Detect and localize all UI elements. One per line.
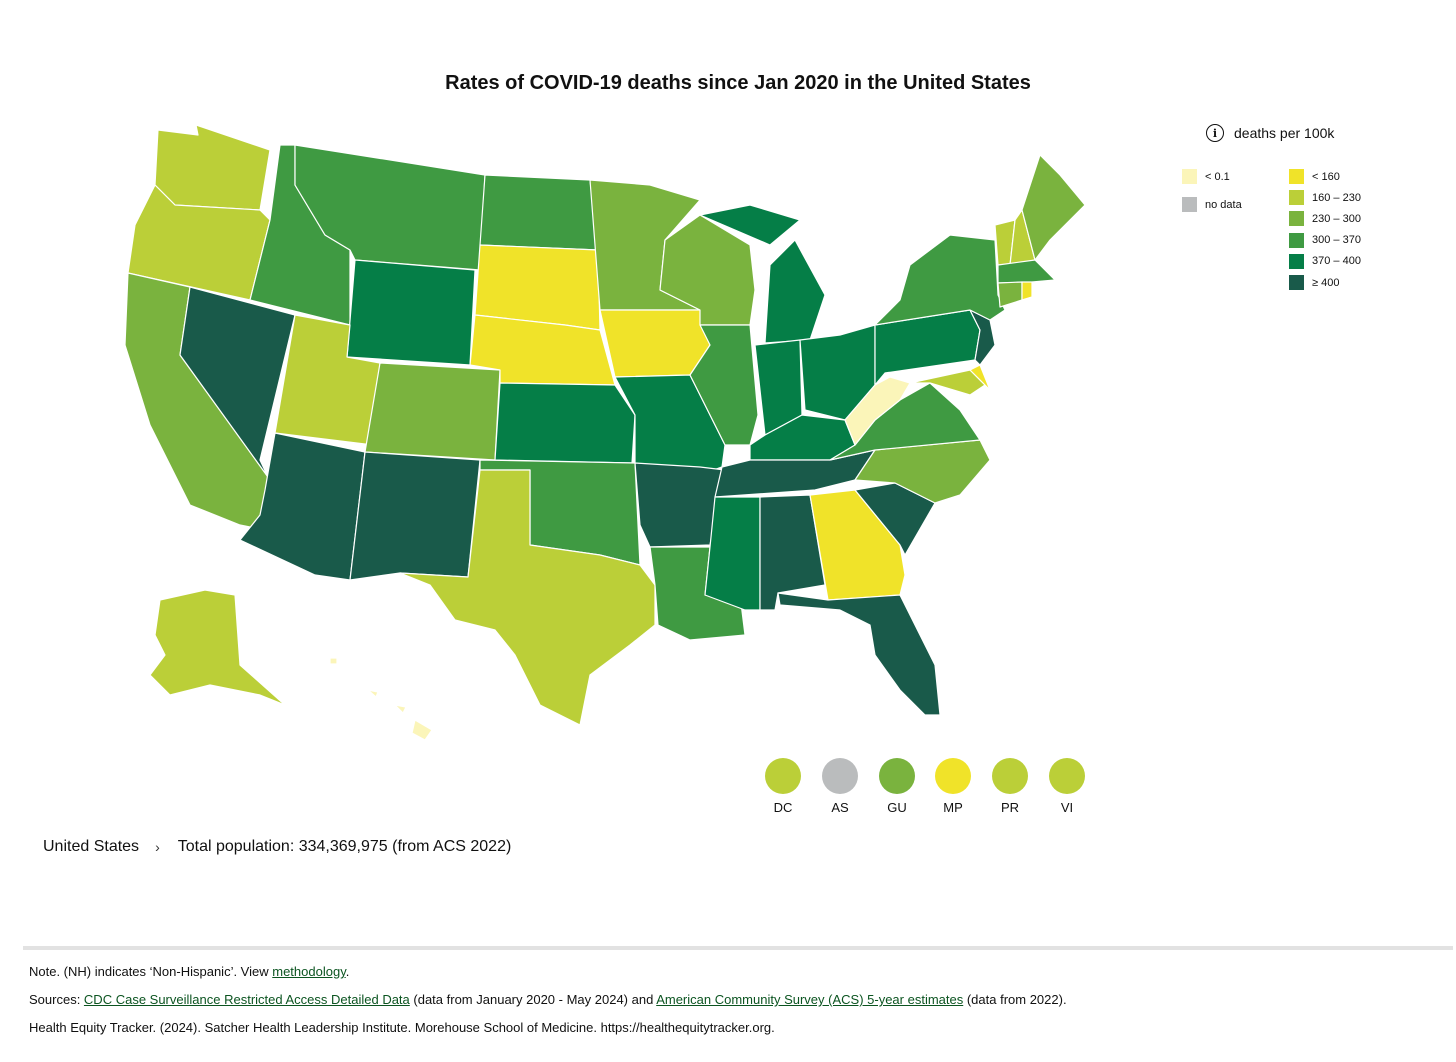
breadcrumb: United States › Total population: 334,36… xyxy=(43,838,511,856)
legend-item-bin-1: 160 – 230 xyxy=(1289,187,1361,208)
state-ak[interactable] xyxy=(149,589,286,706)
legend-label: < 160 xyxy=(1312,170,1340,183)
state-nv[interactable] xyxy=(179,286,296,478)
map-title: Rates of COVID-19 deaths since Jan 2020 … xyxy=(445,72,1031,94)
cdc-source-link[interactable]: CDC Case Surveillance Restricted Access … xyxy=(83,992,410,1007)
legend-label: 300 – 370 xyxy=(1312,234,1361,247)
legend-label: no data xyxy=(1205,198,1242,211)
territory-dot[interactable] xyxy=(879,758,915,794)
legend-item-bin-5: ≥ 400 xyxy=(1289,272,1361,293)
legend-special: < 0.1 no data xyxy=(1182,166,1242,215)
territory-label: DC xyxy=(773,800,793,815)
legend-item-below-threshold: < 0.1 xyxy=(1182,166,1242,187)
territory-label: MP xyxy=(943,800,963,815)
territory-label: PR xyxy=(1000,800,1020,815)
legend-swatch xyxy=(1289,169,1304,185)
state-hi-maui[interactable] xyxy=(394,704,407,714)
territory-gu[interactable]: GU xyxy=(877,758,917,815)
legend-title: i deaths per 100k xyxy=(1206,122,1334,144)
state-ny[interactable] xyxy=(874,234,1006,326)
legend-item-bin-4: 370 – 400 xyxy=(1289,251,1361,272)
state-ks[interactable] xyxy=(494,382,636,464)
legend-label: 160 – 230 xyxy=(1312,191,1361,204)
footer-citation: Health Equity Tracker. (2024). Satcher H… xyxy=(29,1020,775,1035)
legend-label: ≥ 400 xyxy=(1312,276,1340,289)
state-ia[interactable] xyxy=(599,309,711,378)
state-nd[interactable] xyxy=(479,174,599,251)
legend-item-bin-3: 300 – 370 xyxy=(1289,230,1361,251)
legend-item-bin-0: < 160 xyxy=(1289,166,1361,187)
territory-dot[interactable] xyxy=(822,758,858,794)
legend-bins: < 160 160 – 230 230 – 300 300 – 370 370 … xyxy=(1289,166,1361,293)
legend-swatch xyxy=(1289,190,1304,206)
state-fl[interactable] xyxy=(777,592,941,716)
state-ct[interactable] xyxy=(997,281,1023,308)
breadcrumb-separator-icon: › xyxy=(155,839,160,855)
sources-post-text: (data from 2022). xyxy=(963,992,1067,1007)
territory-pr[interactable]: PR xyxy=(990,758,1030,815)
state-co[interactable] xyxy=(364,362,501,461)
sources-label: Sources: xyxy=(29,992,84,1007)
us-choropleth-map xyxy=(110,115,1110,755)
state-de[interactable] xyxy=(969,364,991,391)
state-wy[interactable] xyxy=(346,259,476,366)
legend-title-text: deaths per 100k xyxy=(1234,125,1335,141)
legend-swatch xyxy=(1289,211,1304,227)
population-text: Total population: 334,369,975 (from ACS … xyxy=(177,838,512,855)
us-states-svg xyxy=(124,124,1086,741)
territory-as[interactable]: AS xyxy=(820,758,860,815)
state-ri[interactable] xyxy=(1021,281,1033,301)
territory-dot[interactable] xyxy=(765,758,801,794)
state-il[interactable] xyxy=(689,324,759,446)
note-period: . xyxy=(345,964,350,979)
state-ms[interactable] xyxy=(704,496,761,611)
legend-swatch xyxy=(1289,275,1304,291)
state-wa[interactable] xyxy=(154,124,271,211)
legend-item-bin-2: 230 – 300 xyxy=(1289,208,1361,229)
legend-label: < 0.1 xyxy=(1205,170,1230,183)
footer-note: Note. (NH) indicates ‘Non-Hispanic’. Vie… xyxy=(29,964,349,979)
territory-label: VI xyxy=(1060,800,1074,815)
legend-swatch xyxy=(1289,232,1304,248)
breadcrumb-location[interactable]: United States xyxy=(43,838,140,855)
territory-dot[interactable] xyxy=(935,758,971,794)
state-hi-kauai[interactable] xyxy=(329,657,338,665)
territory-dot[interactable] xyxy=(992,758,1028,794)
territory-mp[interactable]: MP xyxy=(933,758,973,815)
state-mi[interactable] xyxy=(699,204,826,344)
state-ma[interactable] xyxy=(997,259,1056,284)
legend-swatch xyxy=(1289,253,1304,269)
territory-label: GU xyxy=(887,800,907,815)
note-text: Note. (NH) indicates ‘Non-Hispanic’. Vie… xyxy=(29,964,273,979)
state-nm[interactable] xyxy=(349,451,481,581)
legend-swatch xyxy=(1182,197,1197,213)
footer-sources: Sources: CDC Case Surveillance Restricte… xyxy=(29,992,1067,1007)
state-me[interactable] xyxy=(1021,154,1086,261)
legend-swatch xyxy=(1182,169,1197,185)
acs-source-link[interactable]: American Community Survey (ACS) 5-year e… xyxy=(656,992,964,1007)
sources-mid-text: (data from January 2020 - May 2024) and xyxy=(409,992,657,1007)
state-wv[interactable] xyxy=(844,376,911,446)
state-sc[interactable] xyxy=(854,482,936,556)
state-hi-big-island[interactable] xyxy=(411,719,433,741)
legend-label: 230 – 300 xyxy=(1312,212,1361,225)
legend-item-no-data: no data xyxy=(1182,194,1242,215)
territory-label: AS xyxy=(831,800,849,815)
territory-circles: DC AS GU MP PR VI xyxy=(0,758,1456,818)
state-hi-oahu[interactable] xyxy=(367,689,379,698)
footer-divider xyxy=(23,946,1453,950)
territory-dc[interactable]: DC xyxy=(763,758,803,815)
state-md[interactable] xyxy=(909,369,986,396)
state-tx[interactable] xyxy=(399,469,656,726)
methodology-link[interactable]: methodology xyxy=(272,964,346,979)
territory-dot[interactable] xyxy=(1049,758,1085,794)
territory-vi[interactable]: VI xyxy=(1047,758,1087,815)
legend-label: 370 – 400 xyxy=(1312,255,1361,268)
info-icon[interactable]: i xyxy=(1206,124,1224,142)
